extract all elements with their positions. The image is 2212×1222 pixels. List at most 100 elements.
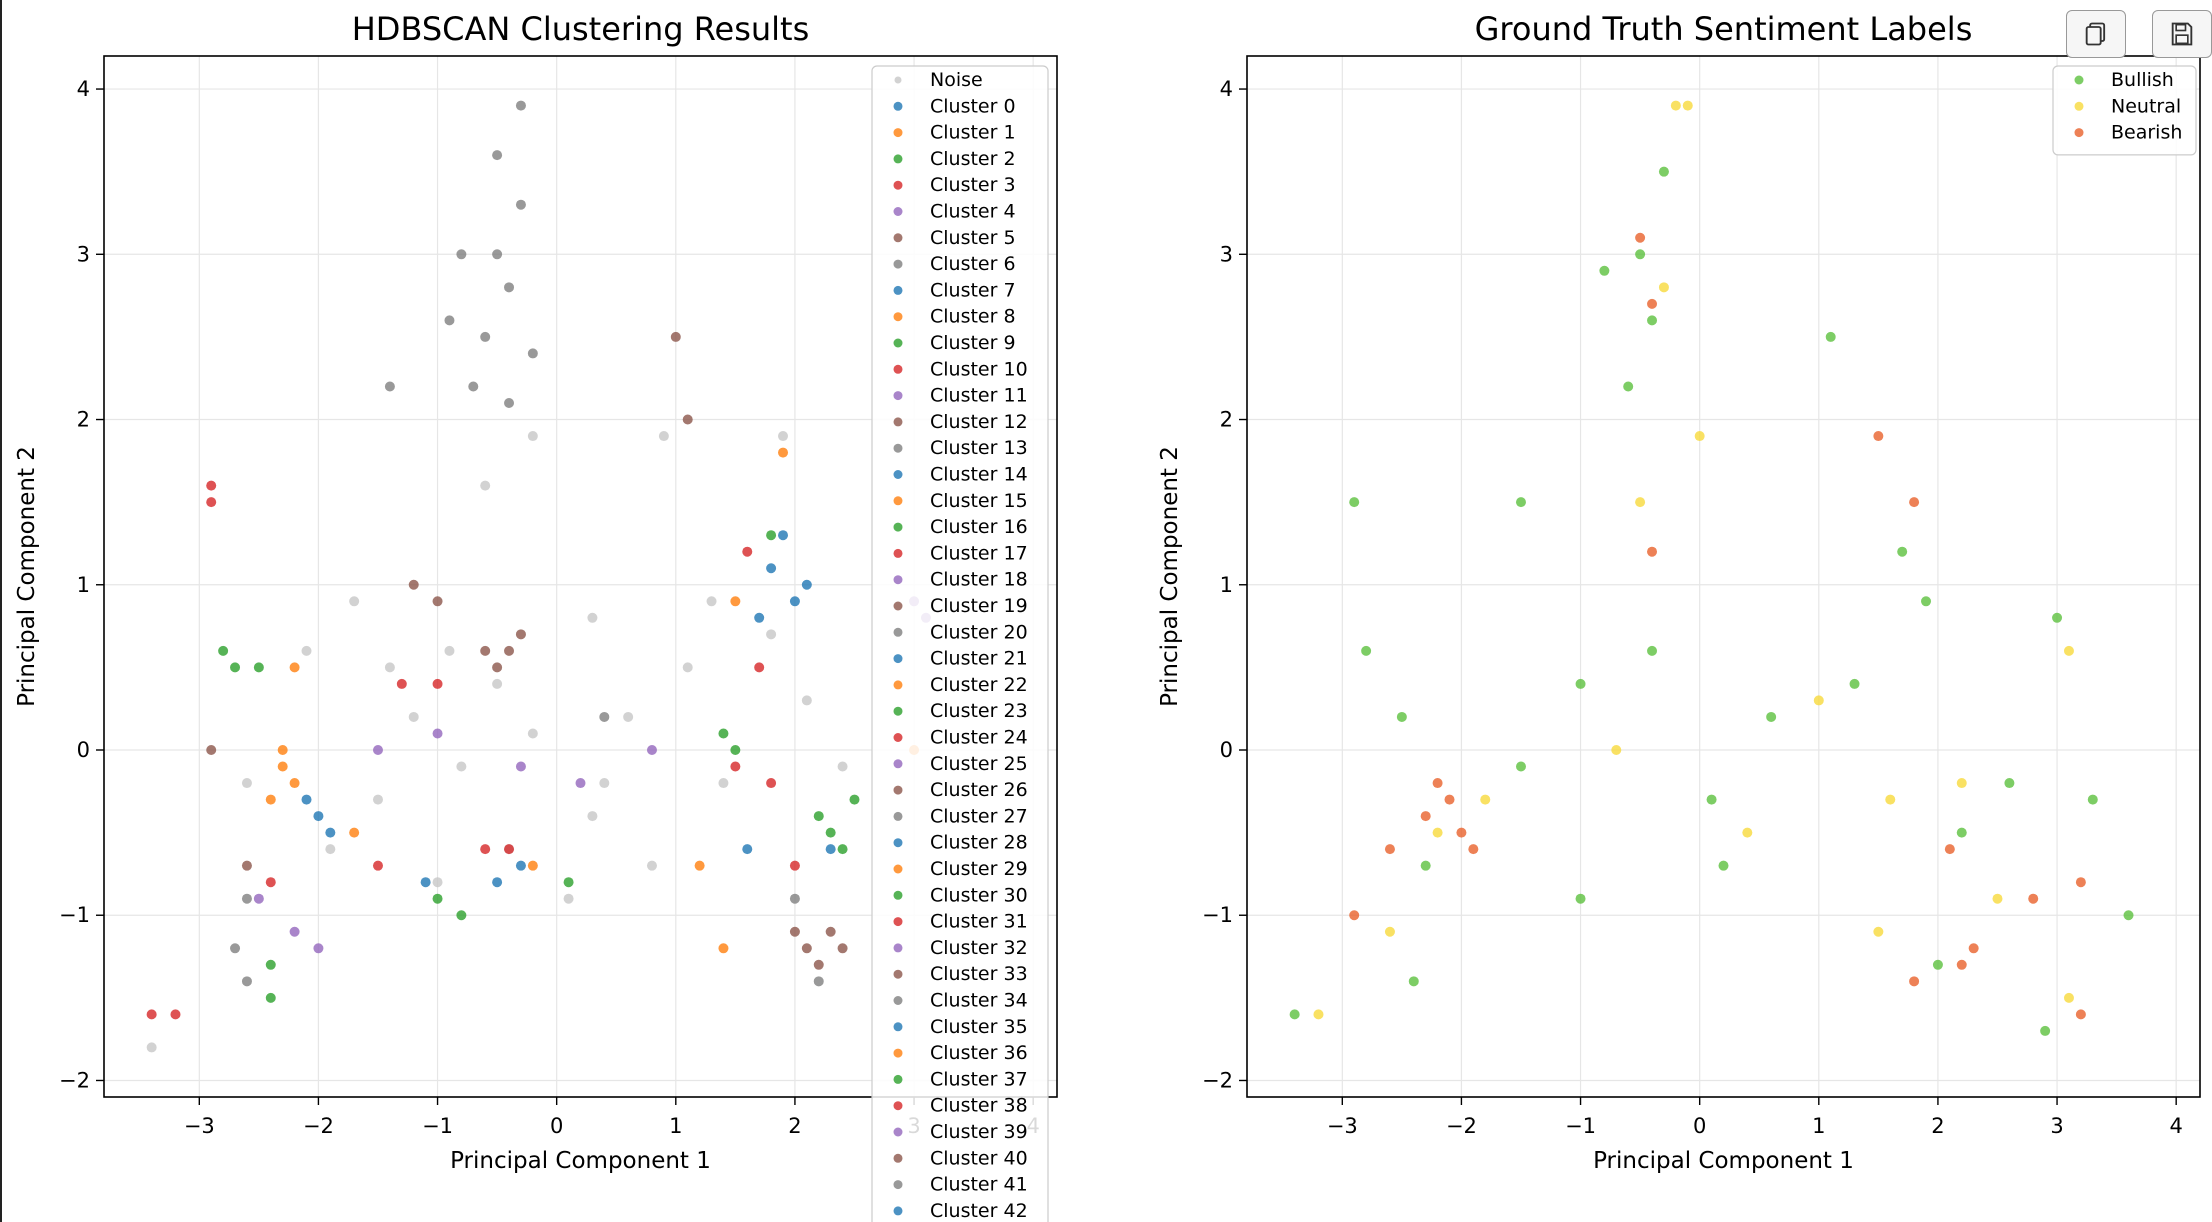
data-point — [468, 381, 479, 392]
data-point — [1670, 100, 1681, 111]
data-point — [1694, 431, 1705, 442]
data-point — [1956, 778, 1967, 789]
data-point — [265, 877, 276, 888]
legend-marker — [893, 1206, 903, 1216]
series-cluster-3 — [146, 480, 800, 1020]
series-noise — [146, 431, 848, 1053]
legend-marker — [893, 207, 903, 216]
copy-button[interactable] — [2066, 10, 2126, 58]
chart-title: Ground Truth Sentiment Labels — [1475, 10, 1973, 48]
data-point — [2123, 910, 2134, 921]
data-point — [444, 315, 455, 326]
data-point — [218, 645, 229, 656]
data-point — [718, 943, 729, 954]
data-point — [480, 480, 491, 491]
legend-label: Cluster 0 — [930, 95, 1016, 117]
x-tick-label: 1 — [669, 1114, 682, 1138]
data-point — [230, 662, 241, 673]
y-tick-label: 4 — [77, 77, 90, 101]
data-point — [2063, 992, 2074, 1003]
legend-box — [871, 65, 1049, 1222]
legend-label: Cluster 39 — [930, 1121, 1028, 1143]
data-point — [1825, 331, 1836, 342]
data-point — [170, 1009, 181, 1020]
data-point — [837, 844, 848, 855]
y-tick-label: −2 — [1202, 1068, 1233, 1092]
legend: Noise Cluster 0 Cluster 1 Cluster 2 Cluster … — [871, 65, 1049, 1222]
legend-label: Cluster 42 — [930, 1200, 1028, 1222]
legend-label: Cluster 2 — [930, 148, 1016, 170]
data-point — [1718, 860, 1729, 871]
data-point — [1480, 794, 1491, 805]
legend-marker — [893, 285, 903, 295]
data-point — [492, 249, 503, 260]
y-tick-label: 4 — [1220, 77, 1233, 101]
data-point — [1384, 844, 1395, 855]
data-point — [480, 645, 491, 656]
data-point — [1420, 860, 1431, 871]
save-button[interactable] — [2152, 10, 2212, 58]
data-point — [444, 645, 455, 656]
data-point — [432, 596, 443, 607]
data-point — [2075, 1009, 2086, 1020]
x-tick-label: 4 — [2169, 1114, 2182, 1138]
data-point — [325, 827, 336, 838]
series-cluster-6 — [230, 100, 824, 987]
legend-marker — [893, 312, 903, 322]
series-cluster-2 — [218, 530, 860, 1003]
data-point — [766, 563, 777, 574]
data-point — [1956, 959, 1967, 970]
y-tick-label: 2 — [1220, 408, 1233, 432]
legend-marker — [893, 864, 903, 874]
data-point — [825, 926, 836, 937]
data-point — [384, 662, 395, 673]
y-tick-label: 1 — [1220, 573, 1233, 597]
data-point — [694, 860, 705, 871]
legend-label: Cluster 34 — [930, 990, 1028, 1012]
data-point — [492, 678, 503, 689]
legend-marker — [893, 969, 903, 979]
data-point — [420, 877, 431, 888]
legend-label: Cluster 38 — [930, 1095, 1028, 1117]
data-point — [146, 1042, 157, 1053]
legend-label: Cluster 28 — [930, 832, 1028, 854]
data-point — [742, 546, 753, 557]
data-point — [504, 398, 515, 408]
data-point — [241, 778, 252, 789]
legend-marker — [893, 1127, 903, 1137]
data-point — [1611, 745, 1622, 755]
legend-label: Cluster 23 — [930, 700, 1028, 722]
data-point — [587, 612, 598, 623]
data-point — [1515, 761, 1526, 772]
data-point — [313, 811, 324, 822]
data-point — [563, 893, 574, 904]
x-tick-label: −2 — [1446, 1114, 1477, 1138]
data-point — [504, 645, 515, 656]
data-point — [2063, 645, 2074, 656]
legend-label: Cluster 14 — [930, 464, 1028, 486]
legend-label: Cluster 37 — [930, 1068, 1028, 1090]
chart-title: HDBSCAN Clustering Results — [352, 10, 810, 48]
copy-icon — [2085, 22, 2106, 46]
data-point — [230, 943, 241, 954]
data-point — [670, 331, 681, 342]
data-point — [2075, 877, 2086, 888]
data-point — [1361, 645, 1372, 656]
data-point — [480, 331, 491, 342]
legend-marker — [893, 890, 903, 900]
data-point — [575, 778, 586, 789]
data-point — [1420, 811, 1431, 822]
data-point — [265, 959, 276, 970]
data-point — [504, 282, 515, 293]
data-point — [837, 943, 848, 954]
x-tick-label: −3 — [184, 1114, 215, 1138]
legend-marker — [893, 1074, 903, 1084]
legend-label: Cluster 11 — [930, 385, 1028, 407]
data-point — [456, 249, 467, 260]
data-point — [1885, 794, 1896, 805]
data-point — [1647, 645, 1658, 656]
legend-marker — [893, 1180, 903, 1190]
legend-label: Cluster 30 — [930, 884, 1028, 906]
data-point — [1444, 794, 1455, 805]
toolbar — [2066, 10, 2212, 58]
